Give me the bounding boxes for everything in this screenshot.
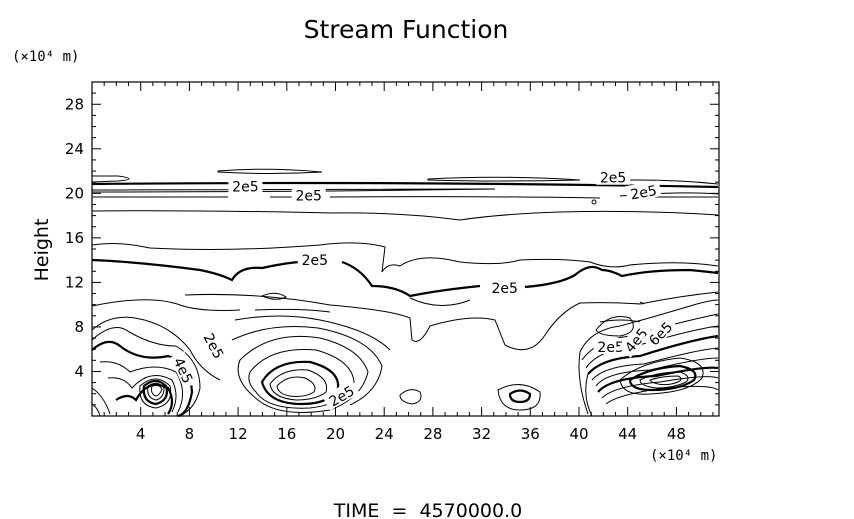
y-unit-label: (×10⁴ m) bbox=[12, 49, 79, 65]
y-tick-label: 28 bbox=[65, 95, 84, 113]
y-tick-label: 8 bbox=[74, 318, 84, 336]
contour-label-bg bbox=[322, 379, 360, 411]
contour-label-bg bbox=[625, 180, 662, 203]
contour-label-bg bbox=[228, 177, 263, 194]
x-tick-label: 32 bbox=[472, 425, 491, 443]
x-tick-label: 44 bbox=[618, 425, 637, 443]
y-tick-label: 24 bbox=[65, 140, 84, 158]
contour-label: 2e5 bbox=[232, 180, 258, 196]
y-tick-label: 16 bbox=[65, 229, 84, 247]
contour-label-bg bbox=[291, 186, 326, 203]
contour-label-bg bbox=[487, 278, 522, 295]
contour-label-bg bbox=[199, 326, 230, 365]
x-tick-label: 20 bbox=[326, 425, 345, 443]
x-tick-label: 16 bbox=[277, 425, 296, 443]
x-tick-label: 12 bbox=[229, 425, 248, 443]
contour-label-bg bbox=[297, 251, 332, 268]
contour-label-bg bbox=[593, 337, 628, 354]
contour-label: 2e5 bbox=[629, 183, 658, 203]
x-tick-label: 40 bbox=[569, 425, 588, 443]
contour-label-bg bbox=[642, 315, 678, 351]
contour-label-bg bbox=[618, 321, 653, 358]
x-tick-label: 24 bbox=[375, 425, 394, 443]
contour-label-bg bbox=[169, 351, 199, 389]
contour-label: 2e5 bbox=[302, 253, 328, 269]
time-footer: TIME = 4570000.0 bbox=[333, 500, 522, 519]
y-tick-label: 12 bbox=[65, 273, 84, 291]
chart-title: Stream Function bbox=[304, 15, 509, 44]
x-unit-label: (×10⁴ m) bbox=[650, 448, 717, 464]
y-tick-label: 4 bbox=[74, 362, 84, 380]
x-tick-label: 28 bbox=[423, 425, 442, 443]
y-tick-label: 20 bbox=[65, 184, 84, 202]
contour-label: 2e5 bbox=[600, 171, 626, 187]
contour-label: 2e5 bbox=[597, 340, 623, 356]
contour-label: 2e5 bbox=[295, 189, 321, 205]
x-tick-label: 8 bbox=[185, 425, 195, 443]
contour-label-bg bbox=[596, 168, 631, 185]
x-tick-label: 4 bbox=[136, 425, 146, 443]
y-axis-label: Height bbox=[31, 219, 53, 282]
x-tick-label: 36 bbox=[521, 425, 540, 443]
x-tick-label: 48 bbox=[667, 425, 686, 443]
contour-label: 2e5 bbox=[492, 281, 518, 297]
contour-lines bbox=[91, 168, 719, 418]
